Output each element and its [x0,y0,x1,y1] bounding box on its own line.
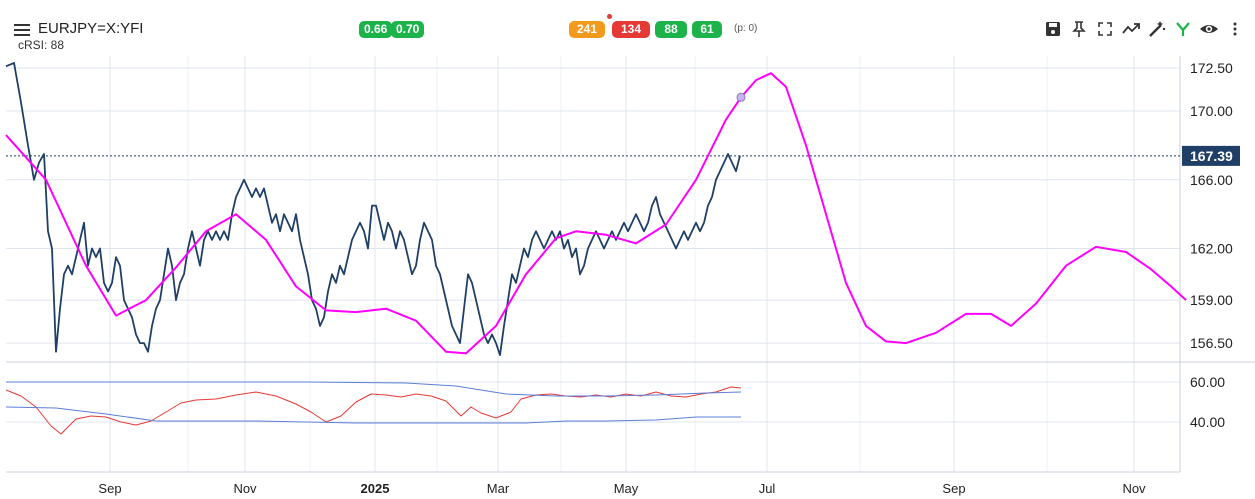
x-tick-label: May [614,481,639,496]
branch-icon[interactable] [1173,19,1193,39]
count-badge-orange[interactable]: 241 [569,21,605,38]
indicator-label: cRSI: 88 [18,38,65,52]
eye-icon[interactable] [1199,19,1219,39]
count-badge-green-1[interactable]: 88 [655,21,687,38]
chart-header: EURJPY=X:YFI cRSI: 88 0.66 0.70 241 134 … [0,0,1255,56]
x-tick-label: 2025 [361,481,390,496]
more-vert-icon[interactable] [1225,19,1245,39]
projection-marker[interactable] [736,92,746,102]
crsi-lower-band [5,406,741,424]
x-tick-label: Sep [942,481,965,496]
price-tick-label: 166.00 [1190,172,1233,188]
magic-wand-icon[interactable] [1147,19,1167,39]
cycle-projection-line [5,72,1187,355]
x-tick-label: Nov [1122,481,1146,496]
indicator-tick-label: 60.00 [1190,374,1225,390]
x-tick-label: Mar [487,481,510,496]
pin-icon[interactable] [1069,19,1089,39]
crsi-upper-band [6,381,742,397]
last-price-tag [1182,145,1240,166]
save-icon[interactable] [1043,19,1063,39]
price-tick-label: 162.00 [1190,241,1233,257]
x-tick-label: Sep [98,481,121,496]
crsi-line [5,386,742,435]
price-tick-label: 156.50 [1190,335,1233,351]
trend-icon[interactable] [1121,19,1141,39]
price-tick-label: 159.00 [1190,292,1233,308]
price-line [5,62,741,356]
score-badge-1[interactable]: 0.66 [359,21,393,38]
symbol-title[interactable]: EURJPY=X:YFI [38,20,144,37]
last-price-label: 167.39 [1190,148,1233,164]
price-tick-label: 172.50 [1190,60,1233,76]
price-tick-label: 170.00 [1190,103,1233,119]
p-note: (p: 0) [734,23,758,34]
indicator-tick-label: 40.00 [1190,414,1225,430]
count-badge-red[interactable]: 134 [612,21,650,38]
x-tick-label: Nov [233,481,257,496]
x-tick-label: Jul [759,481,776,496]
count-badge-green-2[interactable]: 61 [692,21,722,38]
fullscreen-icon[interactable] [1095,19,1115,39]
score-badge-2[interactable]: 0.70 [391,21,425,38]
menu-icon[interactable] [14,24,30,36]
alert-dot [607,14,612,19]
